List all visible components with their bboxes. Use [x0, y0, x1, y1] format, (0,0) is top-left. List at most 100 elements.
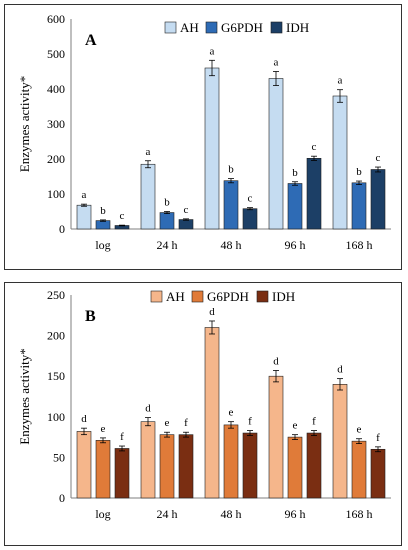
chart-b-x-tick-label: 96 h	[285, 507, 306, 521]
chart-a-y-tick-label: 0	[59, 222, 65, 236]
chart-b-significance-letter: f	[120, 431, 124, 443]
chart-b-significance-letter: d	[81, 413, 87, 425]
chart-b-x-tick-label: 48 h	[221, 507, 242, 521]
chart-b-x-tick-label: log	[95, 507, 110, 521]
chart-b-y-tick-label: 0	[59, 491, 65, 505]
chart-a-bar	[332, 95, 348, 230]
chart-b-bar	[268, 375, 284, 499]
chart-a-y-tick-label: 500	[47, 47, 65, 61]
chart-b-y-tick-label: 100	[47, 410, 65, 424]
chart-b-y-tick-label: 50	[53, 450, 65, 464]
chart-b-bar	[332, 384, 348, 499]
chart-a-panel-label: A	[85, 32, 97, 49]
chart-a-x-tick-label: log	[95, 238, 110, 252]
chart-a-x-tick-label: 48 h	[221, 238, 242, 252]
chart-b-significance-letter: d	[209, 306, 215, 318]
chart-a-significance-letter: b	[356, 166, 362, 178]
chart-a-bar	[351, 182, 367, 230]
chart-a-bar	[159, 212, 175, 230]
chart-b-significance-letter: f	[312, 416, 316, 428]
chart-b-significance-letter: d	[273, 356, 279, 368]
chart-b-bar	[178, 434, 194, 499]
chart-b-significance-letter: f	[376, 432, 380, 444]
chart-b-y-tick-label: 200	[47, 329, 65, 343]
chart-a-legend-label: G6PDH	[221, 20, 263, 35]
chart-a-y-axis-label: Enzymes activity*	[17, 76, 32, 172]
chart-a-legend-label: IDH	[286, 20, 309, 35]
chart-b-bar	[76, 431, 92, 499]
chart-b-y-axis-label: Enzymes activity*	[17, 348, 32, 444]
chart-b-bar	[140, 421, 156, 499]
chart-a-x-tick-label: 96 h	[285, 238, 306, 252]
chart-a-y-tick-label: 300	[47, 117, 65, 131]
chart-b-bar	[114, 448, 130, 499]
chart-a-significance-letter: a	[210, 45, 215, 57]
chart-b-legend-swatch	[150, 290, 163, 303]
chart-b-bar	[223, 424, 239, 499]
chart-a-legend-label: AH	[180, 20, 199, 35]
chart-a-bar	[268, 78, 284, 230]
chart-a-svg: 0 100 200 300 400 500 600 Enzymes activity* Aa b c…	[17, 12, 391, 252]
chart-a-significance-letter: c	[312, 141, 317, 153]
chart-a-bar	[306, 158, 322, 230]
chart-a-significance-letter: c	[376, 152, 381, 164]
chart-a-y-tick-label: 200	[47, 152, 65, 166]
chart-b-bar	[242, 432, 258, 499]
chart-a-significance-letter: a	[338, 75, 343, 87]
chart-b-x-tick-label: 24 h	[157, 507, 178, 521]
chart-a-significance-letter: a	[146, 146, 151, 158]
chart-a-bar	[204, 67, 220, 230]
chart-a-bar	[370, 169, 386, 230]
chart-b-legend-label: G6PDH	[207, 289, 249, 304]
chart-b-significance-letter: e	[101, 423, 106, 435]
chart-a-bar	[223, 180, 239, 230]
chart-b-svg: 0 50 100 150 200 250 Enzymes activity* Bd e f log d…	[17, 288, 391, 521]
chart-b-bar	[159, 434, 175, 499]
chart-a-bar	[242, 208, 258, 230]
chart-b-significance-letter: f	[248, 416, 252, 428]
chart-b-bar	[204, 327, 220, 499]
chart-a-significance-letter: a	[82, 189, 87, 201]
chart-b-y-tick-label: 150	[47, 369, 65, 383]
chart-b-bar	[370, 448, 386, 499]
chart-b-bar	[351, 440, 367, 499]
chart-a-legend-swatch	[270, 21, 283, 34]
chart-b-y-tick-label: 250	[47, 288, 65, 302]
chart-b-panel-label: B	[85, 308, 96, 325]
chart-a-significance-letter: c	[120, 210, 125, 222]
chart-a-significance-letter: c	[184, 204, 189, 216]
chart-a-significance-letter: b	[228, 164, 234, 176]
chart-b-legend-swatch	[256, 290, 269, 303]
chart-b-significance-letter: e	[165, 417, 170, 429]
chart-b-bar	[306, 432, 322, 499]
chart-b-legend-label: AH	[166, 289, 185, 304]
chart-a-y-tick-label: 600	[47, 12, 65, 26]
chart-b-bar	[287, 436, 303, 499]
chart-b-significance-letter: e	[229, 407, 234, 419]
chart-b-significance-letter: f	[184, 417, 188, 429]
chart-b-significance-letter: e	[357, 424, 362, 436]
chart-a-y-tick-label: 400	[47, 82, 65, 96]
chart-a-significance-letter: b	[292, 167, 298, 179]
chart-a-significance-letter: b	[164, 197, 170, 209]
chart-b-x-tick-label: 168 h	[346, 507, 373, 521]
chart-b-significance-letter: d	[337, 364, 343, 376]
chart-a-bar	[76, 204, 92, 230]
chart-a-bar	[95, 220, 111, 230]
chart-b-bar	[95, 440, 111, 499]
chart-a-significance-letter: a	[274, 57, 279, 69]
chart-a-bar	[140, 163, 156, 230]
chart-a-legend-swatch	[205, 21, 218, 34]
chart-a-legend-swatch	[164, 21, 177, 34]
chart-a-bar	[178, 219, 194, 230]
chart-a-bar	[287, 183, 303, 230]
chart-a-y-tick-label: 100	[47, 187, 65, 201]
chart-b-legend-label: IDH	[272, 289, 295, 304]
chart-b-legend-swatch	[191, 290, 204, 303]
chart-a-significance-letter: c	[248, 193, 253, 205]
chart-a-significance-letter: b	[100, 205, 106, 217]
chart-b-significance-letter: e	[293, 420, 298, 432]
chart-a-x-tick-label: 24 h	[157, 238, 178, 252]
